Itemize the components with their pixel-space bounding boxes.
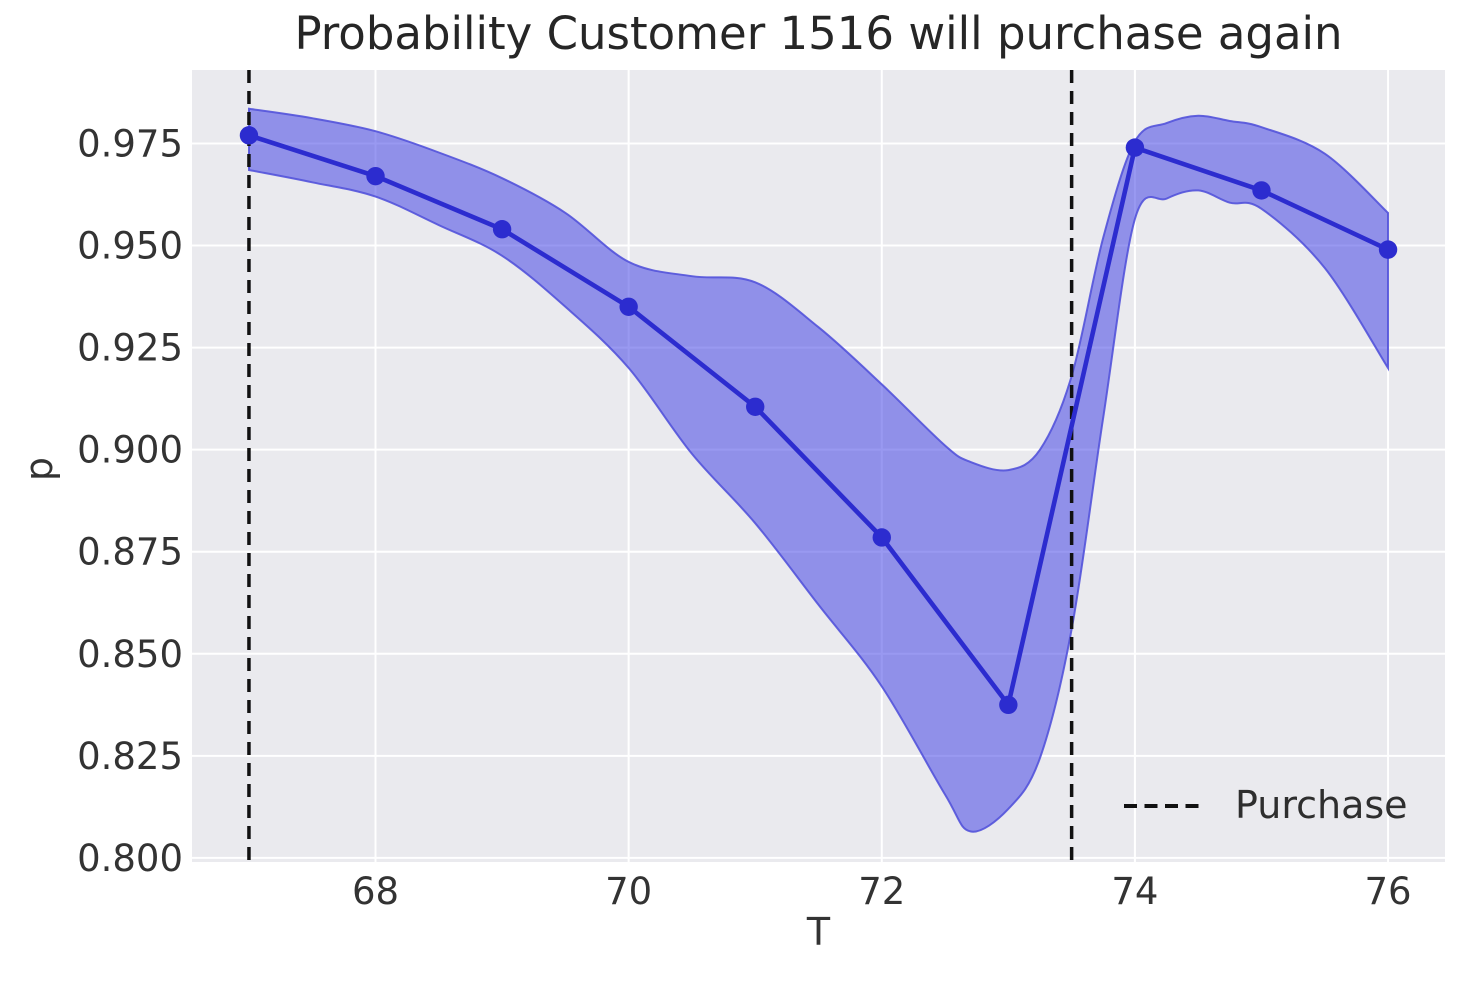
- data-point-marker: [619, 297, 638, 316]
- data-point-marker: [872, 528, 891, 547]
- y-tick-label: 0.950: [77, 225, 183, 268]
- y-tick-label: 0.800: [77, 837, 183, 880]
- y-tick-label: 0.875: [77, 531, 183, 574]
- x-axis-label: T: [806, 910, 831, 954]
- x-tick-label: 72: [858, 870, 905, 913]
- y-tick-label: 0.975: [77, 122, 183, 165]
- data-point-marker: [999, 695, 1018, 715]
- probability-line: [246, 133, 1391, 708]
- x-tick-label: 76: [1364, 870, 1411, 913]
- legend-dashed-line-icon: [1124, 803, 1202, 808]
- data-point-marker: [746, 397, 765, 417]
- y-axis-label: p: [17, 456, 61, 482]
- chart-title: Probability Customer 1516 will purchase …: [294, 7, 1343, 60]
- y-tick-label: 0.850: [77, 633, 183, 676]
- x-tick-label: 68: [352, 870, 399, 913]
- x-tick-label: 74: [1111, 870, 1158, 913]
- y-tick-label: 0.900: [77, 429, 183, 472]
- x-tick-label: 70: [605, 870, 652, 913]
- y-tick-label: 0.825: [77, 735, 183, 778]
- legend-label: Purchase: [1235, 783, 1408, 827]
- data-point-marker: [239, 126, 259, 145]
- data-point-marker: [366, 166, 385, 186]
- data-point-marker: [1378, 240, 1398, 259]
- data-point-marker: [1252, 181, 1271, 200]
- y-tick-label: 0.925: [77, 327, 183, 370]
- legend: Purchase: [1123, 783, 1408, 829]
- data-point-marker: [492, 220, 512, 239]
- data-point-marker: [1125, 138, 1145, 157]
